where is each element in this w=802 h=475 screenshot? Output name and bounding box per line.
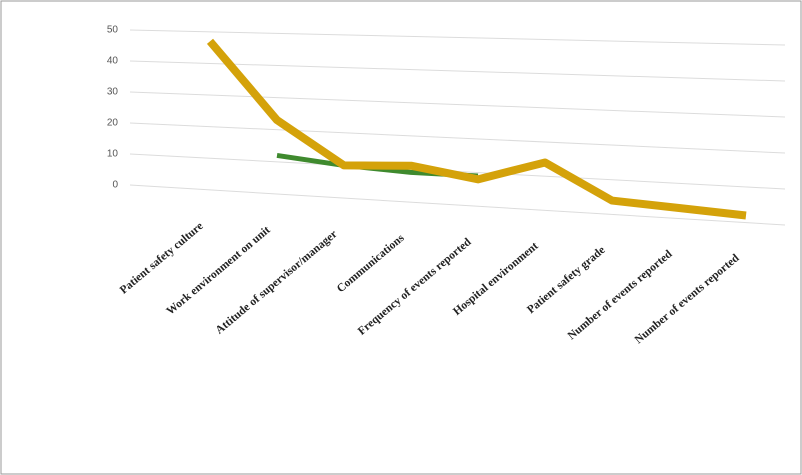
grid-line <box>129 91 786 118</box>
grid-line <box>129 29 786 46</box>
y-tick-label: 10 <box>107 149 119 160</box>
grid-line <box>129 60 786 82</box>
grid-line <box>129 184 786 226</box>
y-tick-label: 30 <box>107 87 119 98</box>
y-tick-label: 50 <box>107 25 119 36</box>
series-line <box>206 38 747 220</box>
y-tick-label: 20 <box>107 118 119 129</box>
y-tick-label: 40 <box>107 56 119 67</box>
grid-line <box>129 122 786 154</box>
y-tick-label: 0 <box>112 180 118 191</box>
